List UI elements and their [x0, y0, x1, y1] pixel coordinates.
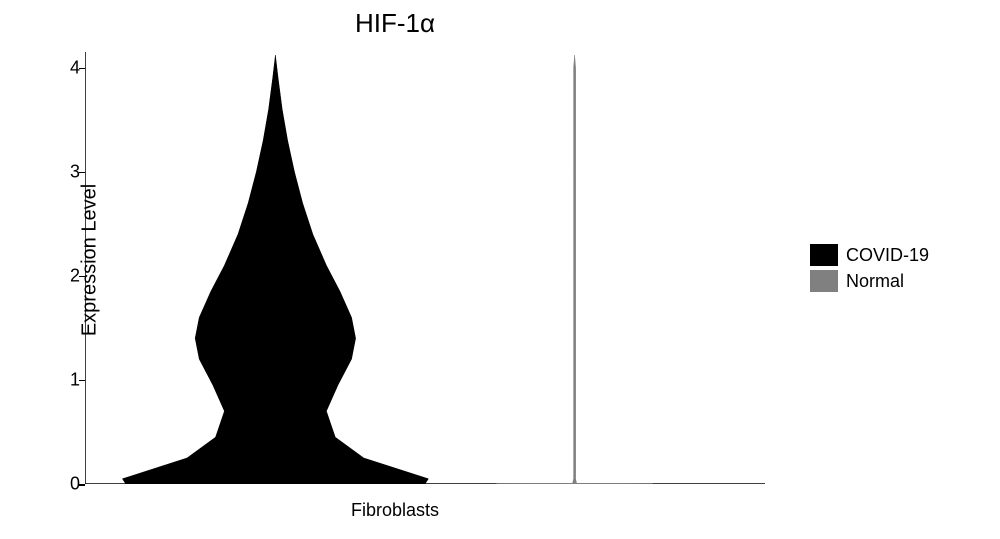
y-tick-label: 4	[40, 57, 80, 78]
legend-item: Normal	[810, 270, 929, 292]
y-tick-label: 3	[40, 161, 80, 182]
y-tick-mark	[79, 484, 85, 486]
y-tick-label: 2	[40, 265, 80, 286]
legend-swatch	[810, 270, 838, 292]
chart-title: HIF-1α	[0, 8, 790, 39]
y-tick-label: 0	[40, 474, 80, 495]
y-tick-label: 1	[40, 369, 80, 390]
legend-swatch	[810, 244, 838, 266]
legend-label: COVID-19	[846, 245, 929, 266]
legend: COVID-19 Normal	[810, 240, 929, 296]
chart-root: { "chart": { "type": "violin", "title": …	[0, 0, 1000, 539]
violin-covid-19	[122, 55, 428, 484]
legend-item: COVID-19	[810, 244, 929, 266]
violin-group	[122, 55, 652, 484]
x-axis-label: Fibroblasts	[0, 500, 790, 521]
legend-label: Normal	[846, 271, 904, 292]
plot-area	[85, 52, 765, 484]
violin-normal	[496, 55, 652, 484]
